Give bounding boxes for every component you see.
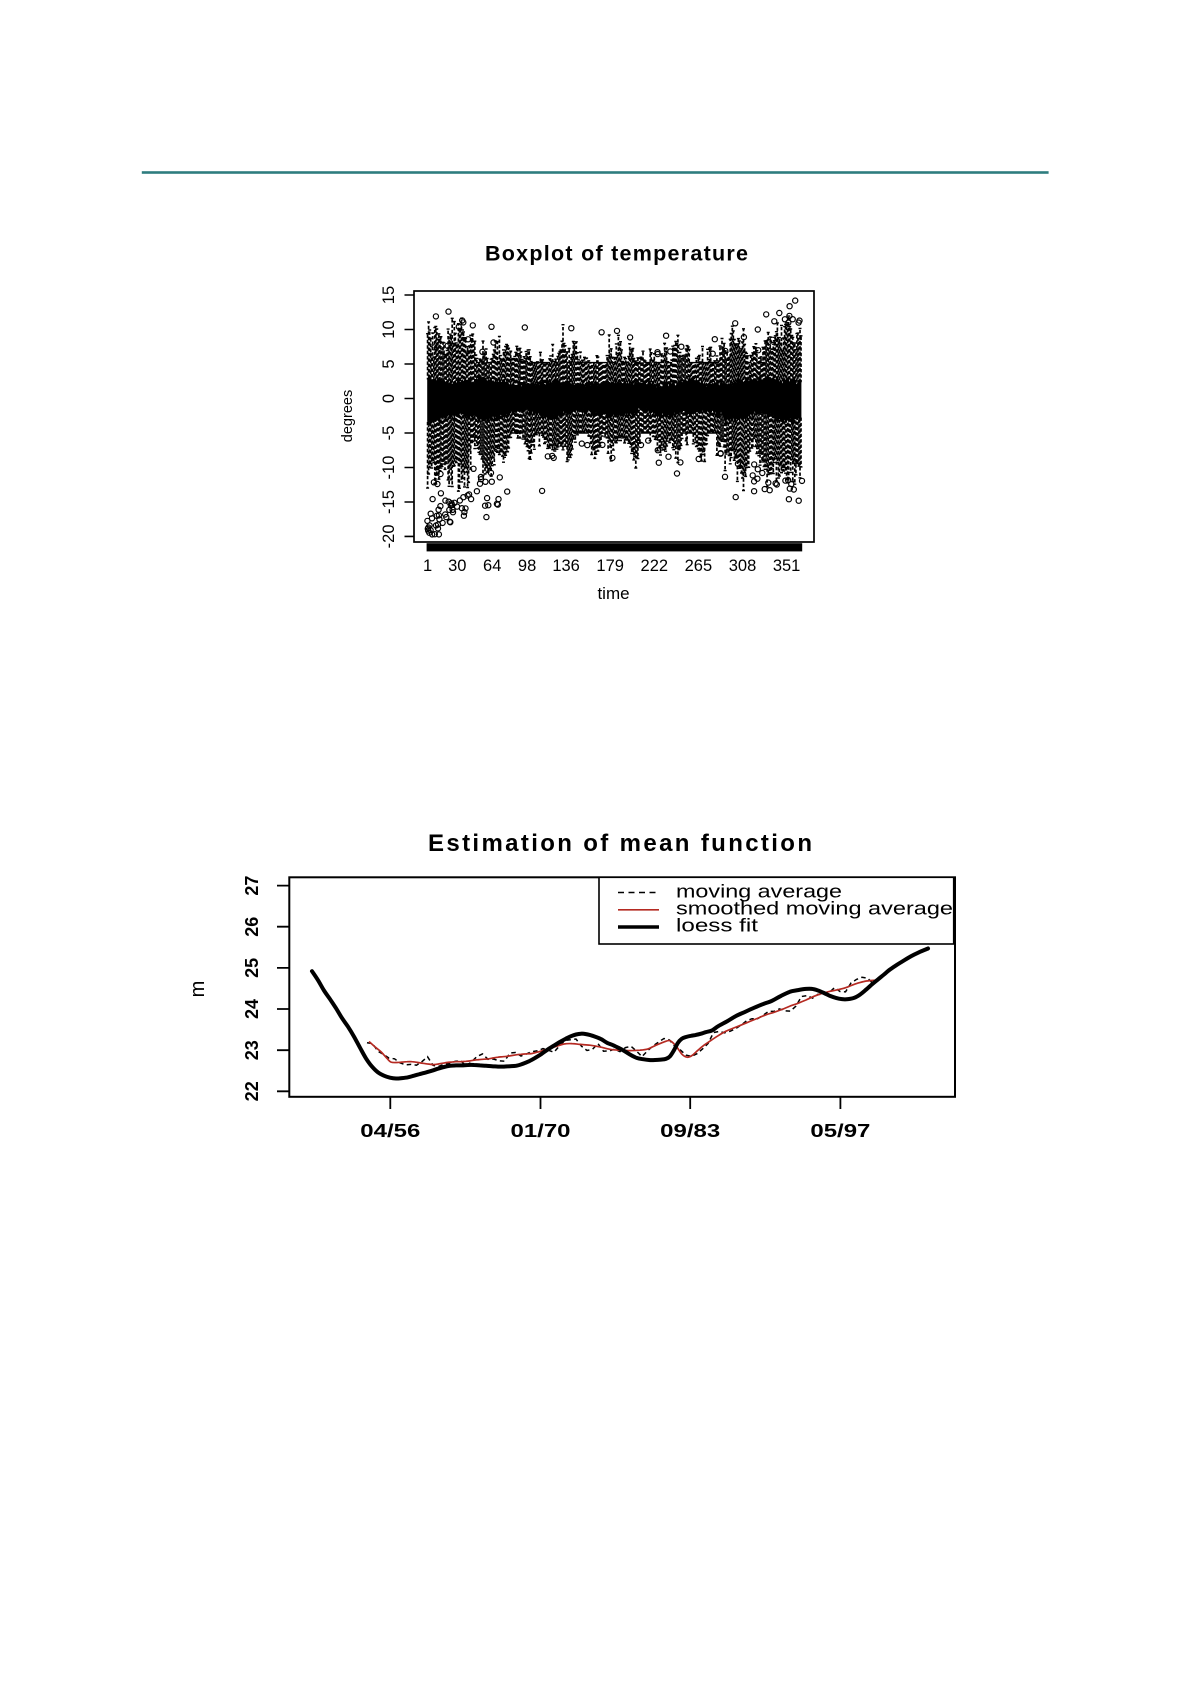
svg-text:26: 26 bbox=[242, 917, 262, 937]
svg-text:27: 27 bbox=[242, 876, 262, 896]
svg-text:23: 23 bbox=[242, 1040, 262, 1060]
svg-text:351: 351 bbox=[773, 557, 801, 575]
svg-text:0: 0 bbox=[380, 394, 398, 403]
svg-text:m: m bbox=[187, 981, 209, 998]
svg-text:time: time bbox=[597, 584, 629, 603]
svg-text:04/56: 04/56 bbox=[360, 1121, 420, 1141]
svg-text:moving average: moving average bbox=[676, 881, 842, 902]
svg-text:Boxplot of temperature: Boxplot of temperature bbox=[485, 242, 748, 266]
svg-text:1: 1 bbox=[423, 557, 432, 575]
svg-text:98: 98 bbox=[518, 557, 536, 575]
svg-text:24: 24 bbox=[242, 999, 262, 1019]
svg-text:25: 25 bbox=[242, 958, 262, 978]
svg-text:10: 10 bbox=[380, 320, 398, 338]
svg-text:64: 64 bbox=[483, 557, 501, 575]
svg-text:-20: -20 bbox=[380, 524, 398, 548]
svg-text:308: 308 bbox=[729, 557, 757, 575]
svg-text:-10: -10 bbox=[380, 456, 398, 480]
svg-text:-15: -15 bbox=[380, 490, 398, 514]
svg-text:22: 22 bbox=[242, 1081, 262, 1101]
svg-text:01/70: 01/70 bbox=[511, 1121, 571, 1141]
svg-text:222: 222 bbox=[641, 557, 669, 575]
svg-text:30: 30 bbox=[448, 557, 466, 575]
svg-text:136: 136 bbox=[552, 557, 580, 575]
svg-text:-5: -5 bbox=[380, 426, 398, 441]
svg-text:smoothed moving average: smoothed moving average bbox=[676, 898, 953, 919]
svg-text:09/83: 09/83 bbox=[660, 1121, 720, 1141]
svg-text:degrees: degrees bbox=[340, 390, 356, 442]
svg-text:265: 265 bbox=[685, 557, 713, 575]
svg-text:15: 15 bbox=[380, 286, 398, 304]
svg-text:05/97: 05/97 bbox=[810, 1121, 870, 1141]
svg-text:179: 179 bbox=[596, 557, 624, 575]
svg-text:5: 5 bbox=[380, 359, 398, 368]
svg-text:Estimation of mean function: Estimation of mean function bbox=[428, 830, 812, 857]
svg-text:loess fit: loess fit bbox=[676, 915, 758, 936]
